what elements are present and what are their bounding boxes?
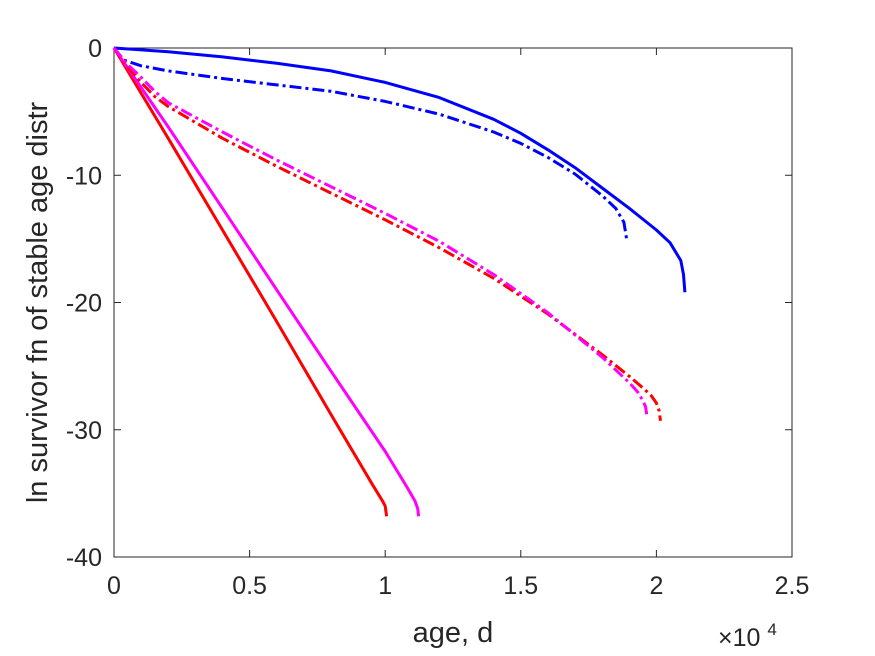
y-tick-label: -20 — [66, 290, 102, 318]
x-tick-label: 1.5 — [503, 572, 538, 600]
x-axis-exponent-base: ×10 — [718, 624, 760, 652]
x-axis-exponent: ×10 4 — [718, 620, 777, 652]
series-line-3-solid — [112, 47, 389, 517]
series-layer — [112, 46, 687, 517]
y-tick-label: -40 — [66, 544, 102, 572]
x-tick-label: 0.5 — [232, 572, 267, 600]
x-tick-label: 2.5 — [775, 572, 810, 600]
axis-ticks: 0 0.5 1 1.5 2 2.5 0 -10 -20 -30 -40 — [66, 35, 810, 600]
series-line-1-solid — [113, 46, 687, 293]
x-tick-label: 0 — [107, 572, 121, 600]
y-axis-label: ln survivor fn of stable age distr — [22, 101, 54, 503]
y-tick-label: -30 — [66, 417, 102, 445]
series-line-2-dashdot — [112, 47, 629, 240]
plot-area — [113, 47, 793, 558]
series-line-4-solid — [112, 47, 421, 517]
x-tick-label: 1 — [378, 572, 392, 600]
series-line-5-dashdot — [112, 47, 662, 422]
x-axis-label: age, d — [413, 617, 494, 649]
series-line-6-dashdot — [112, 47, 649, 417]
y-tick-label: -10 — [66, 162, 102, 190]
x-tick-label: 2 — [649, 572, 663, 600]
x-axis-exponent-power: 4 — [767, 620, 776, 639]
y-tick-label: 0 — [88, 35, 102, 63]
